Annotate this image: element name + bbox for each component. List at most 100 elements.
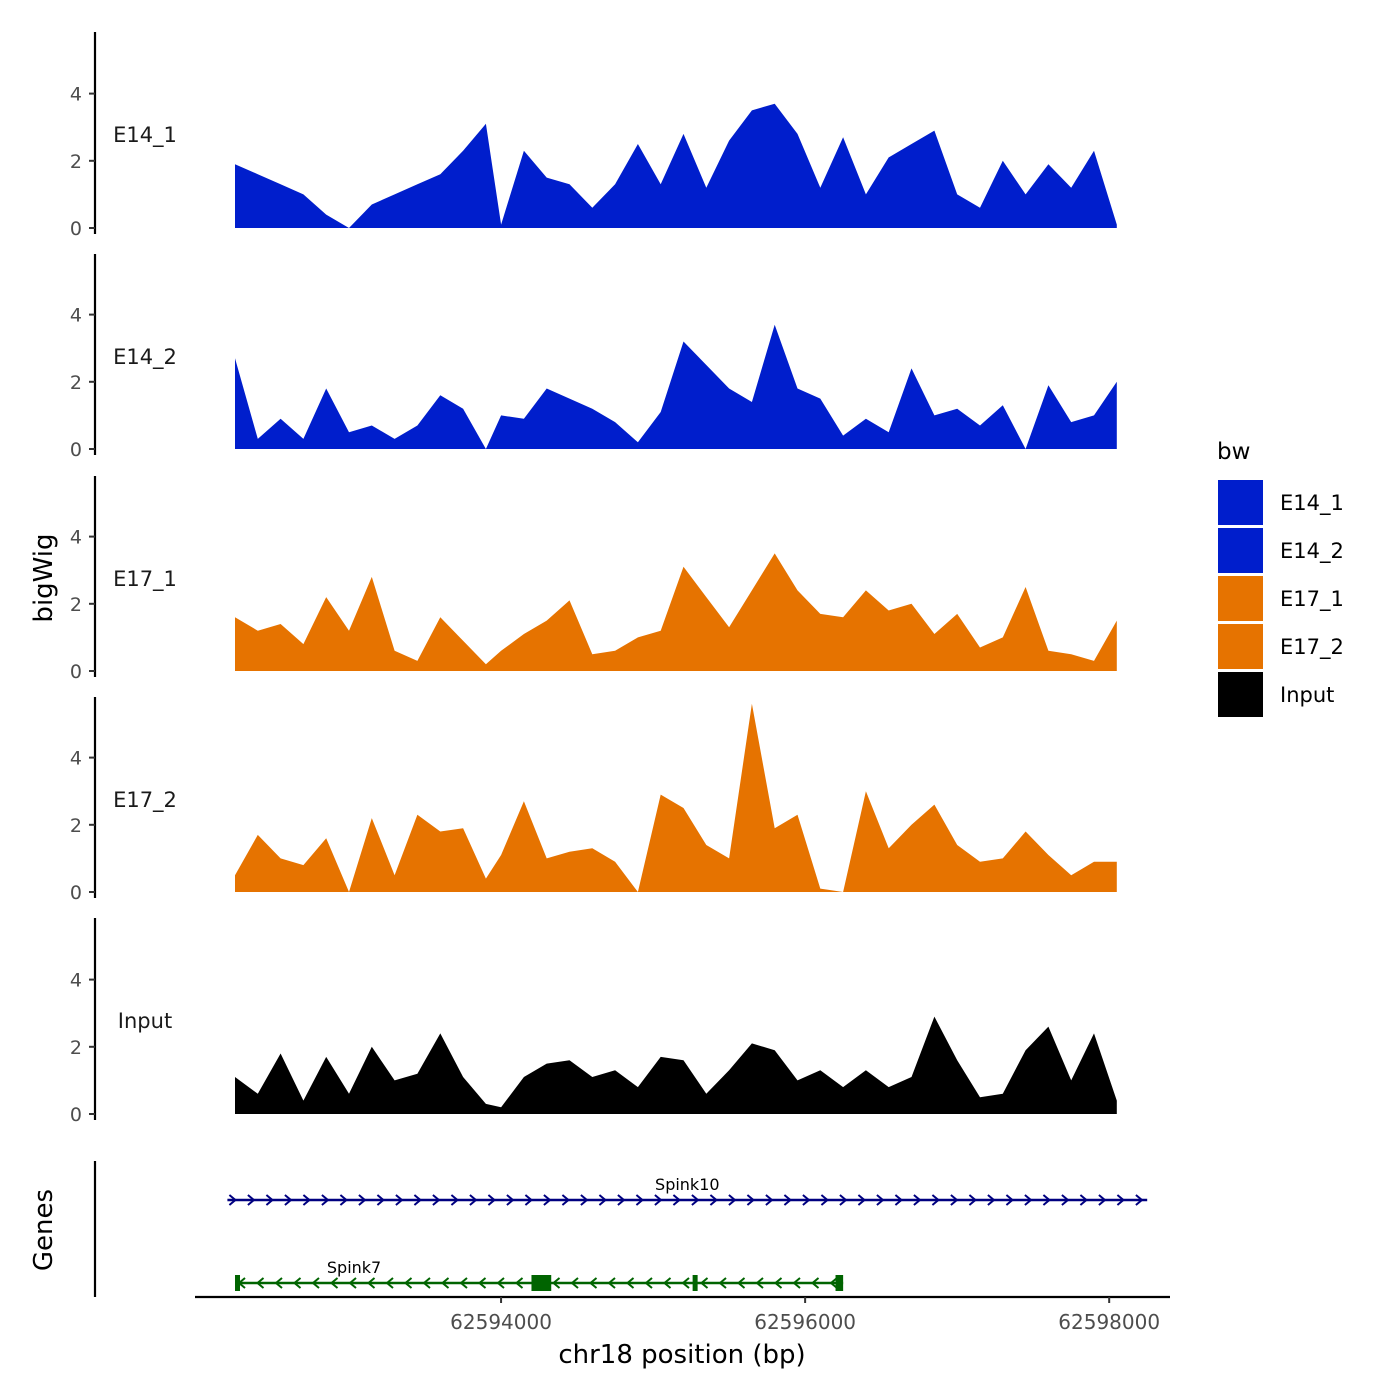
y-tick-label: 2 <box>70 594 82 616</box>
gene-Spink10: Spink10 <box>227 1175 1148 1206</box>
strand-arrow <box>792 1277 801 1289</box>
strand-arrow <box>802 1194 811 1206</box>
strand-arrow <box>829 1277 838 1289</box>
panel-label: Input <box>118 1009 172 1033</box>
strand-arrow <box>348 1277 357 1289</box>
legend-label: E17_2 <box>1280 635 1344 660</box>
y-tick-label: 4 <box>70 527 82 549</box>
strand-arrow <box>1098 1194 1107 1206</box>
panel-label: E14_2 <box>113 345 177 370</box>
exon <box>835 1275 844 1291</box>
strand-arrow <box>376 1194 385 1206</box>
strand-arrow <box>551 1277 561 1289</box>
y-tick-label: 0 <box>70 882 82 904</box>
strand-arrow <box>366 1277 376 1289</box>
y-tick-label: 2 <box>70 372 82 394</box>
panel-Input: 0 2 4 Input <box>70 918 1117 1126</box>
strand-arrow <box>311 1277 320 1289</box>
strand-arrow <box>1061 1194 1070 1206</box>
strand-arrow <box>1116 1194 1125 1206</box>
strand-arrow <box>1135 1194 1144 1206</box>
strand-arrow <box>413 1194 422 1206</box>
strand-arrow <box>765 1194 774 1206</box>
strand-arrow <box>736 1277 746 1289</box>
legend-label: E14_2 <box>1280 539 1344 564</box>
panel-E14_1: 0 2 4 E14_1 <box>70 32 1117 240</box>
y-tick-label: 0 <box>70 661 82 683</box>
legend-key-E14_2 <box>1218 528 1263 573</box>
y-tick-label: 4 <box>70 970 82 992</box>
strand-arrow <box>524 1194 533 1206</box>
panel-E17_1: 0 2 4 E17_1 <box>70 476 1117 683</box>
x-tick-label: 62594000 <box>450 1310 552 1334</box>
legend-title: bw <box>1217 439 1250 465</box>
strand-arrow <box>839 1194 848 1206</box>
legend-key-Input <box>1218 672 1263 717</box>
strand-arrow <box>1042 1194 1051 1206</box>
legend-label: E17_1 <box>1280 587 1344 612</box>
area-Input <box>235 1016 1117 1114</box>
strand-arrow <box>783 1194 792 1206</box>
exon <box>692 1275 698 1291</box>
strand-arrow <box>913 1194 922 1206</box>
genes-axis-title: Genes <box>29 1189 59 1271</box>
panel-E14_2: 0 2 4 E14_2 <box>70 254 1117 461</box>
strand-arrow <box>395 1194 404 1206</box>
panel-label: E17_1 <box>113 567 177 592</box>
strand-arrow <box>950 1194 959 1206</box>
strand-arrow <box>487 1194 496 1206</box>
area-E14_2 <box>235 324 1117 449</box>
strand-arrow <box>968 1194 977 1206</box>
legend-key-E17_2 <box>1218 624 1263 669</box>
strand-arrow <box>265 1194 274 1206</box>
strand-arrow <box>506 1194 515 1206</box>
strand-arrow <box>403 1277 413 1289</box>
signal-panels: 0 2 4 E14_1 0 2 4 E14_2 0 2 4 E17_1 0 2 4 E17_2 0 2 4 Input <box>70 32 1117 1126</box>
panel-label: E14_1 <box>113 123 177 148</box>
strand-arrow <box>321 1194 330 1206</box>
strand-arrow <box>1079 1194 1088 1206</box>
strand-arrow <box>820 1194 829 1206</box>
strand-arrow <box>607 1277 616 1289</box>
legend: bw E14_1 E14_2 E17_1 E17_2 Input <box>1217 439 1344 717</box>
gene-label: Spink10 <box>655 1175 720 1194</box>
area-E14_1 <box>235 103 1117 228</box>
strand-arrow <box>450 1194 459 1206</box>
strand-arrow <box>635 1194 644 1206</box>
strand-arrow <box>339 1194 348 1206</box>
area-E17_2 <box>235 703 1117 892</box>
strand-arrow <box>857 1194 866 1206</box>
y-tick-label: 4 <box>70 305 82 327</box>
legend-key-E14_1 <box>1218 480 1263 525</box>
y-tick-label: 2 <box>70 1037 82 1059</box>
exon <box>531 1275 552 1291</box>
y-tick-label: 4 <box>70 84 82 106</box>
strand-arrow <box>1005 1194 1014 1206</box>
y-tick-label: 0 <box>70 218 82 240</box>
strand-arrow <box>894 1194 903 1206</box>
x-tick-label: 62596000 <box>754 1310 856 1334</box>
strand-arrow <box>228 1194 237 1206</box>
strand-arrow <box>662 1277 672 1289</box>
strand-arrow <box>247 1194 256 1206</box>
strand-arrow <box>598 1194 607 1206</box>
strand-arrow <box>755 1277 764 1289</box>
strand-arrow <box>274 1277 283 1289</box>
strand-arrow <box>284 1194 293 1206</box>
strand-arrow <box>699 1277 709 1289</box>
strand-arrow <box>746 1194 755 1206</box>
x-axis: 62594000 62596000 62598000 <box>195 1295 1170 1334</box>
strand-arrow <box>709 1194 718 1206</box>
strand-arrow <box>987 1194 996 1206</box>
strand-arrow <box>543 1194 552 1206</box>
genes-track: Spink10 Spink7 <box>93 1161 1148 1297</box>
y-tick-label: 4 <box>70 748 82 770</box>
strand-arrow <box>644 1277 653 1289</box>
strand-arrow <box>773 1277 783 1289</box>
strand-arrow <box>625 1277 635 1289</box>
x-axis-title: chr18 position (bp) <box>558 1340 805 1370</box>
y-tick-label: 2 <box>70 815 82 837</box>
strand-arrow <box>561 1194 570 1206</box>
